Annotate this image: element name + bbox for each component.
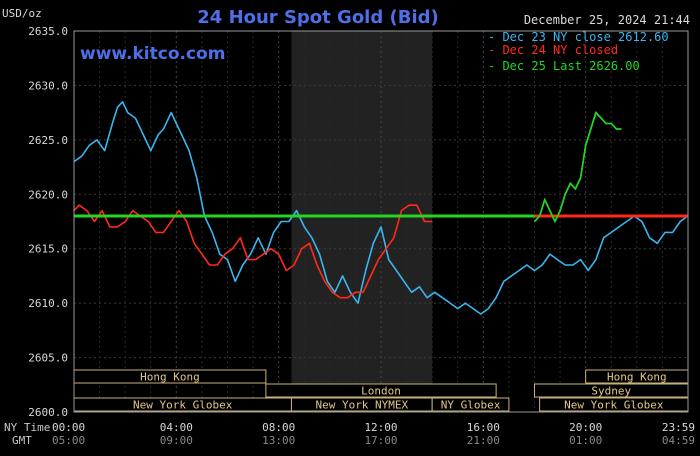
session-label: Hong Kong <box>607 371 667 384</box>
y-tick-label: 2600.0 <box>28 406 68 419</box>
plot-frame <box>73 30 689 413</box>
legend-item-dec25: - Dec 25 Last 2626.00 <box>488 59 640 73</box>
x-tick-label-gmt: 13:00 <box>262 434 295 447</box>
session-label: London <box>361 385 401 398</box>
y-tick-label: 2625.0 <box>28 134 68 147</box>
series-line-0 <box>73 101 688 315</box>
unit-label: USD/oz <box>2 7 42 20</box>
y-tick-label: 2635.0 <box>28 25 68 38</box>
site-label: www.kitco.com <box>80 44 225 64</box>
gmt-row-label: GMT <box>12 434 32 447</box>
session-label: New York NYMEX <box>315 399 408 412</box>
series-line-1 <box>73 204 433 299</box>
x-tick-label-gmt: 17:00 <box>364 434 397 447</box>
x-tick-label-ny: 23:59 <box>662 421 695 434</box>
x-tick-label-ny: 08:00 <box>262 421 295 434</box>
datetime-label: December 25, 2024 21:44 <box>524 13 690 27</box>
x-tick-label-ny: 12:00 <box>364 421 397 434</box>
series-line-2-top <box>533 111 622 224</box>
session-label: Sydney <box>591 385 631 398</box>
session-label: New York Globex <box>564 399 664 412</box>
legend-item-dec24: - Dec 24 NY closed <box>488 43 618 57</box>
x-tick-label-ny: 00:00 <box>52 421 85 434</box>
x-tick-label-ny: 20:00 <box>569 421 602 434</box>
x-tick-label-gmt: 01:00 <box>569 434 602 447</box>
ny-time-row-label: NY Time <box>4 421 50 434</box>
x-tick-label-ny: 04:00 <box>160 421 193 434</box>
x-tick-label-ny: 16:00 <box>467 421 500 434</box>
y-tick-label: 2615.0 <box>28 243 68 256</box>
session-box <box>265 383 497 398</box>
session-label: NY Globex <box>441 399 501 412</box>
y-tick-label: 2610.0 <box>28 297 68 310</box>
y-tick-label: 2630.0 <box>28 79 68 92</box>
chart-title: 24 Hour Spot Gold (Bid) <box>197 7 438 28</box>
session-label: New York Globex <box>133 399 233 412</box>
x-tick-label-gmt: 09:00 <box>160 434 193 447</box>
x-tick-label-gmt: 21:00 <box>467 434 500 447</box>
shaded-region <box>291 31 433 412</box>
session-box <box>431 397 510 412</box>
y-tick-label: 2605.0 <box>28 352 68 365</box>
x-tick-label-gmt: 05:00 <box>52 434 85 447</box>
legend: - Dec 23 NY close 2612.60 - Dec 24 NY cl… <box>488 30 669 73</box>
session-label: Hong Kong <box>140 371 200 384</box>
x-tick-label-gmt: 04:59 <box>662 434 695 447</box>
legend-item-dec23: - Dec 23 NY close 2612.60 <box>488 30 669 44</box>
y-tick-label: 2620.0 <box>28 188 68 201</box>
